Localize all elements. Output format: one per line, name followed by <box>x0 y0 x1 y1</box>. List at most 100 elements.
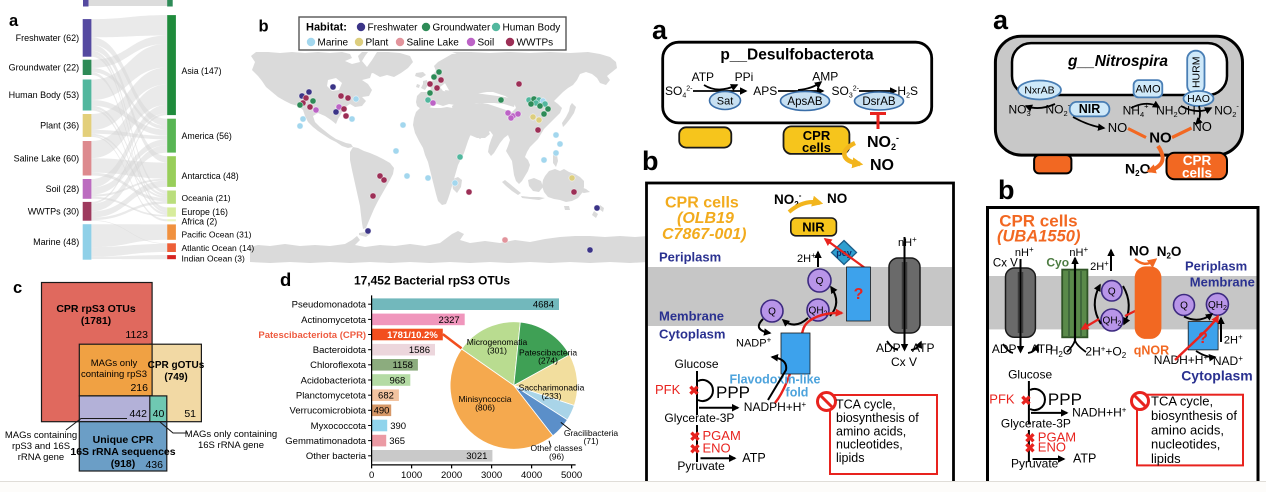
svg-text:PPP: PPP <box>716 383 750 402</box>
svg-text:Cytoplasm: Cytoplasm <box>659 327 725 342</box>
svg-text:NO: NO <box>827 191 847 206</box>
svg-text:amino acids,: amino acids, <box>1151 422 1224 437</box>
svg-text:(1781): (1781) <box>81 315 111 327</box>
svg-text:p__Desulfobacterota: p__Desulfobacterota <box>720 47 874 64</box>
svg-text:NIR: NIR <box>1079 102 1101 116</box>
svg-text:(918): (918) <box>111 458 136 470</box>
svg-text:SO42-: SO42- <box>665 84 693 100</box>
svg-text:40: 40 <box>153 408 165 420</box>
svg-text:(UBA1550): (UBA1550) <box>997 228 1081 246</box>
svg-text:Flavodoxin-like: Flavodoxin-like <box>730 373 821 387</box>
svg-text:g__Nitrospira: g__Nitrospira <box>1067 53 1168 70</box>
svg-text:b: b <box>259 18 269 36</box>
svg-text:NO2-: NO2- <box>867 133 899 152</box>
svg-text:DsrAB: DsrAB <box>862 96 896 108</box>
svg-text:5000: 5000 <box>561 470 582 481</box>
svg-text:ATP: ATP <box>1031 342 1053 356</box>
svg-text:Glucose: Glucose <box>1008 367 1052 381</box>
svg-text:Pyruvate: Pyruvate <box>677 459 725 473</box>
svg-text:Q: Q <box>768 307 776 318</box>
svg-text:Planctomycetota: Planctomycetota <box>296 391 367 402</box>
svg-text:amino acids,: amino acids, <box>836 424 906 438</box>
svg-text:✖: ✖ <box>690 442 701 457</box>
svg-text:Membrane: Membrane <box>1190 274 1255 289</box>
svg-text:1781/10.2%: 1781/10.2% <box>387 330 438 341</box>
svg-text:b: b <box>642 146 659 176</box>
svg-text:3021: 3021 <box>466 451 487 462</box>
svg-text:Cytoplasm: Cytoplasm <box>1181 367 1253 383</box>
svg-text:1586: 1586 <box>409 345 430 356</box>
svg-text:SO32-: SO32- <box>832 84 860 100</box>
svg-text:1158: 1158 <box>392 360 412 371</box>
svg-text:Unique CPR: Unique CPR <box>93 434 154 446</box>
svg-text:CPR cells: CPR cells <box>665 195 739 212</box>
svg-text:Plant: Plant <box>366 38 389 49</box>
svg-text:Sat: Sat <box>717 96 734 108</box>
svg-text:Bacteroidota: Bacteroidota <box>313 345 367 356</box>
svg-text:NAD+: NAD+ <box>1213 354 1243 368</box>
svg-text:ENO: ENO <box>703 441 731 456</box>
svg-text:Pacific Ocean (31): Pacific Ocean (31) <box>182 230 252 240</box>
svg-text:0: 0 <box>369 470 374 481</box>
svg-text:AMO: AMO <box>1135 84 1161 96</box>
svg-text:Soil (28): Soil (28) <box>46 184 80 194</box>
svg-text:TCA cycle,: TCA cycle, <box>1151 394 1213 409</box>
svg-text:ATP: ATP <box>912 341 934 355</box>
svg-text:NO3-: NO3- <box>1009 101 1034 119</box>
svg-text:Other classes: Other classes <box>531 443 583 453</box>
svg-text:216: 216 <box>130 382 148 394</box>
svg-text:Cyo: Cyo <box>1046 256 1069 270</box>
svg-text:Human Body: Human Body <box>503 23 561 34</box>
svg-text:Pseudomonadota: Pseudomonadota <box>292 300 367 311</box>
svg-text:Q: Q <box>1180 301 1188 312</box>
svg-text:H2O: H2O <box>1050 344 1072 360</box>
svg-text:CPR: CPR <box>803 128 831 143</box>
svg-text:cells: cells <box>802 140 831 155</box>
svg-text:Periplasm: Periplasm <box>1185 259 1247 274</box>
svg-text:(806): (806) <box>475 403 495 413</box>
svg-text:Gemmatimonadota: Gemmatimonadota <box>285 436 367 447</box>
svg-text:qNOR: qNOR <box>1134 344 1169 358</box>
svg-text:c: c <box>13 279 22 297</box>
svg-text:lipids: lipids <box>836 451 865 465</box>
svg-text:Soil: Soil <box>478 38 495 49</box>
svg-text:NO: NO <box>1149 129 1172 146</box>
svg-text:NO2-: NO2- <box>1214 102 1239 120</box>
svg-text:Microgenomatia: Microgenomatia <box>467 337 528 347</box>
svg-text:ADP: ADP <box>992 342 1017 356</box>
svg-text:Cx V: Cx V <box>891 355 917 369</box>
svg-text:3000: 3000 <box>481 470 502 481</box>
svg-text:biosynthesis of: biosynthesis of <box>836 411 919 425</box>
svg-text:17,452 Bacterial rpS3 OTUs: 17,452 Bacterial rpS3 OTUs <box>354 274 510 288</box>
svg-text:NADP+: NADP+ <box>736 336 772 350</box>
svg-text:NADH+H+: NADH+H+ <box>1072 405 1127 419</box>
svg-text:Q: Q <box>1108 286 1116 297</box>
svg-text:Europe (16): Europe (16) <box>182 207 229 217</box>
svg-text:a: a <box>9 12 19 30</box>
svg-text:Habitat:: Habitat: <box>306 22 347 34</box>
svg-text:682: 682 <box>378 391 394 402</box>
svg-text:2327: 2327 <box>439 315 460 326</box>
svg-text:Actinomycetota: Actinomycetota <box>301 315 367 326</box>
svg-text:PPP: PPP <box>1048 390 1082 409</box>
svg-text:16S rRNA sequences: 16S rRNA sequences <box>70 446 175 458</box>
svg-text:Africa (2): Africa (2) <box>182 216 218 226</box>
svg-text:MAGs containing: MAGs containing <box>5 430 77 441</box>
svg-text:containing rpS3: containing rpS3 <box>81 369 147 380</box>
svg-text:Myxococcota: Myxococcota <box>311 421 367 432</box>
svg-text:Asia (147): Asia (147) <box>182 66 222 76</box>
svg-text:Freshwater (62): Freshwater (62) <box>16 33 80 43</box>
svg-text:Membrane: Membrane <box>659 309 724 324</box>
svg-text:Other bacteria: Other bacteria <box>306 451 367 462</box>
svg-text:Saline Lake: Saline Lake <box>407 38 460 49</box>
svg-text:nucleotides,: nucleotides, <box>836 438 903 452</box>
svg-text:America (56): America (56) <box>182 131 232 141</box>
svg-text:(OLB19: (OLB19 <box>677 210 734 227</box>
svg-text:4684: 4684 <box>533 300 554 311</box>
svg-text:1000: 1000 <box>401 470 422 481</box>
svg-text:CPR: CPR <box>1183 153 1212 168</box>
svg-text:HURM: HURM <box>1190 57 1202 89</box>
svg-text:NO: NO <box>1129 243 1149 258</box>
svg-text:H2S: H2S <box>897 84 918 100</box>
svg-text:Verrucomicrobiota: Verrucomicrobiota <box>290 406 367 417</box>
